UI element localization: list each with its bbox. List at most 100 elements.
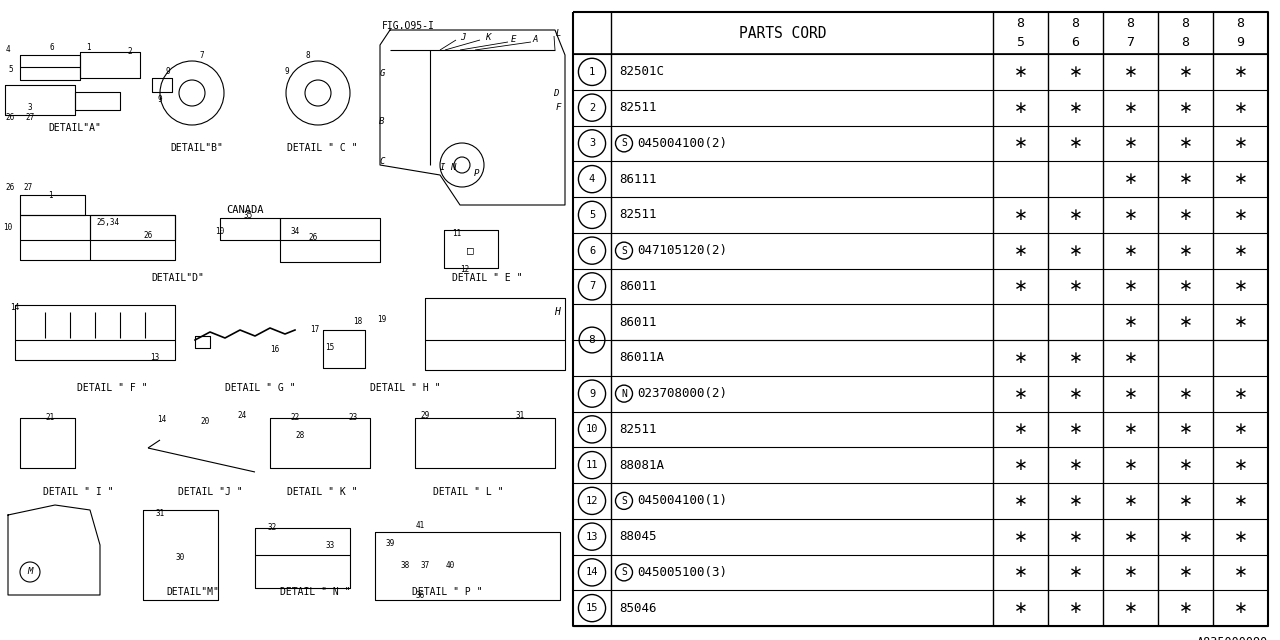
Text: 41: 41	[416, 520, 425, 529]
Text: 5: 5	[589, 210, 595, 220]
Text: 6: 6	[50, 44, 54, 52]
Polygon shape	[8, 505, 100, 595]
Text: F: F	[556, 102, 561, 111]
Text: 7: 7	[200, 51, 205, 60]
Text: ∗: ∗	[1124, 313, 1138, 331]
Text: ∗: ∗	[1179, 277, 1193, 296]
Text: 13: 13	[150, 353, 160, 362]
Text: 17: 17	[310, 326, 320, 335]
Text: ∗: ∗	[1069, 99, 1083, 116]
Text: ∗: ∗	[1234, 527, 1248, 546]
Text: 82511: 82511	[620, 423, 657, 436]
Text: 7: 7	[1126, 36, 1134, 49]
Text: DETAIL " K ": DETAIL " K "	[287, 487, 357, 497]
Text: B: B	[379, 118, 385, 127]
Text: ∗: ∗	[1234, 313, 1248, 331]
Text: DETAIL " F ": DETAIL " F "	[77, 383, 147, 393]
Text: ∗: ∗	[1069, 206, 1083, 224]
Text: 27: 27	[26, 113, 35, 122]
Text: ∗: ∗	[1179, 456, 1193, 474]
Text: DETAIL"B": DETAIL"B"	[170, 143, 224, 153]
Text: DETAIL " I ": DETAIL " I "	[42, 487, 113, 497]
Text: 8: 8	[1236, 17, 1244, 30]
Text: ∗: ∗	[1014, 527, 1028, 546]
Text: PARTS CORD: PARTS CORD	[740, 26, 827, 40]
Text: ∗: ∗	[1069, 599, 1083, 617]
Text: ∗: ∗	[1124, 599, 1138, 617]
Text: 8: 8	[1181, 17, 1189, 30]
Text: 26: 26	[5, 184, 14, 193]
Text: 15: 15	[586, 603, 598, 613]
Text: ∗: ∗	[1179, 313, 1193, 331]
Text: 4: 4	[6, 45, 10, 54]
Text: S: S	[621, 138, 627, 148]
Text: 045005100(3): 045005100(3)	[637, 566, 727, 579]
Text: H: H	[554, 307, 561, 317]
Text: ∗: ∗	[1014, 456, 1028, 474]
Text: 26: 26	[5, 113, 14, 122]
Text: 12: 12	[461, 266, 470, 275]
Text: 88045: 88045	[620, 530, 657, 543]
Text: DETAIL " N ": DETAIL " N "	[280, 587, 351, 597]
Text: 11: 11	[586, 460, 598, 470]
Text: 88081A: 88081A	[620, 459, 664, 472]
Text: ∗: ∗	[1014, 277, 1028, 296]
Text: ∗: ∗	[1124, 170, 1138, 188]
Text: ∗: ∗	[1234, 492, 1248, 510]
Text: ∗: ∗	[1234, 456, 1248, 474]
Text: 11: 11	[452, 228, 461, 237]
Text: DETAIL"D": DETAIL"D"	[151, 273, 205, 283]
Text: 29: 29	[420, 410, 429, 419]
Text: DETAIL " P ": DETAIL " P "	[412, 587, 483, 597]
Text: 86111: 86111	[620, 173, 657, 186]
Text: 10: 10	[4, 223, 13, 232]
Text: 27: 27	[23, 184, 32, 193]
Text: K: K	[485, 33, 490, 42]
Text: ∗: ∗	[1014, 599, 1028, 617]
Text: ∗: ∗	[1069, 492, 1083, 510]
Text: 023708000(2): 023708000(2)	[637, 387, 727, 400]
Text: DETAIL " E ": DETAIL " E "	[452, 273, 522, 283]
Text: ∗: ∗	[1124, 242, 1138, 260]
Text: 8: 8	[1126, 17, 1134, 30]
Text: ∗: ∗	[1234, 134, 1248, 152]
Text: 5: 5	[8, 65, 13, 74]
Text: 35: 35	[243, 211, 252, 220]
Text: 8: 8	[1016, 17, 1024, 30]
Text: 9: 9	[1236, 36, 1244, 49]
Text: M: M	[27, 568, 33, 577]
Text: S: S	[621, 246, 627, 255]
Text: DETAIL "J ": DETAIL "J "	[178, 487, 242, 497]
Text: 8: 8	[1071, 17, 1079, 30]
Text: ∗: ∗	[1014, 349, 1028, 367]
Text: C: C	[379, 157, 385, 166]
Text: ∗: ∗	[1124, 63, 1138, 81]
Text: 7: 7	[589, 282, 595, 291]
Text: 39: 39	[385, 538, 394, 547]
Text: ∗: ∗	[1124, 277, 1138, 296]
Text: 19: 19	[378, 316, 387, 324]
Text: ∗: ∗	[1124, 527, 1138, 546]
Text: ∗: ∗	[1069, 349, 1083, 367]
Text: ∗: ∗	[1124, 385, 1138, 403]
Text: 9: 9	[284, 67, 289, 77]
Text: 82511: 82511	[620, 101, 657, 114]
Text: G: G	[379, 68, 385, 77]
Text: □: □	[467, 245, 474, 255]
Text: S: S	[621, 568, 627, 577]
Text: 9: 9	[165, 67, 170, 77]
Text: 8: 8	[1181, 36, 1189, 49]
Text: ∗: ∗	[1124, 420, 1138, 438]
Text: 36: 36	[416, 591, 425, 600]
Text: 22: 22	[291, 413, 300, 422]
Text: ∗: ∗	[1234, 385, 1248, 403]
Text: ∗: ∗	[1179, 492, 1193, 510]
Text: 5: 5	[1016, 36, 1024, 49]
Text: 1: 1	[86, 44, 91, 52]
Text: 32: 32	[268, 524, 278, 532]
Text: ∗: ∗	[1179, 385, 1193, 403]
Text: ∗: ∗	[1124, 349, 1138, 367]
Text: ∗: ∗	[1179, 170, 1193, 188]
Text: 20: 20	[201, 417, 210, 426]
Text: 86011: 86011	[620, 316, 657, 328]
